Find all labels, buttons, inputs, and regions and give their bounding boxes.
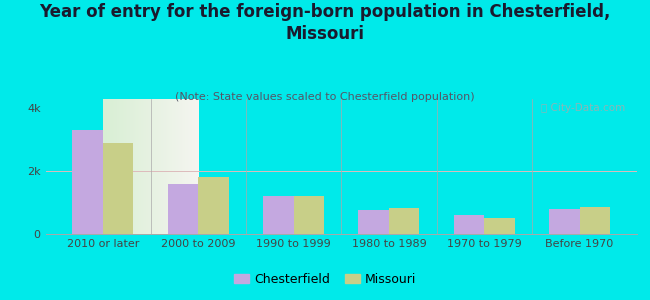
Bar bbox=[358, 209, 389, 234]
Bar bbox=[72, 130, 103, 234]
Bar bbox=[580, 207, 610, 234]
Bar bbox=[549, 209, 580, 234]
Bar bbox=[263, 196, 294, 234]
Bar bbox=[294, 196, 324, 234]
Bar bbox=[103, 143, 133, 234]
Bar bbox=[389, 208, 419, 234]
Text: Year of entry for the foreign-born population in Chesterfield,
Missouri: Year of entry for the foreign-born popul… bbox=[39, 3, 611, 43]
Bar bbox=[454, 214, 484, 234]
Text: ⓘ City-Data.com: ⓘ City-Data.com bbox=[541, 103, 625, 113]
Bar bbox=[168, 184, 198, 234]
Text: (Note: State values scaled to Chesterfield population): (Note: State values scaled to Chesterfie… bbox=[176, 92, 474, 101]
Bar bbox=[484, 218, 515, 234]
Legend: Chesterfield, Missouri: Chesterfield, Missouri bbox=[229, 268, 421, 291]
Bar bbox=[198, 177, 229, 234]
